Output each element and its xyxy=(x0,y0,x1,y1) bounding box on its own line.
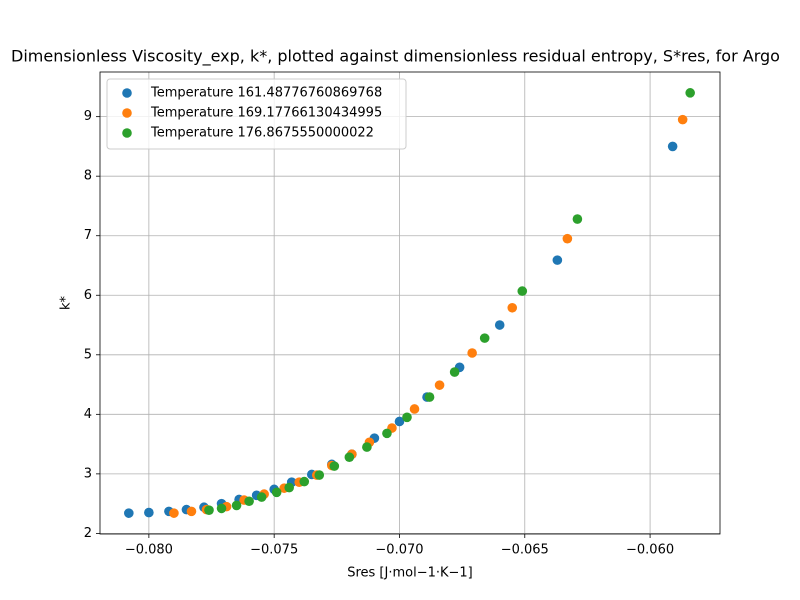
data-point xyxy=(552,255,563,265)
legend-marker xyxy=(122,128,132,138)
y-tick-label: 8 xyxy=(84,169,92,184)
plot-area xyxy=(124,88,695,518)
x-tick-label: −0.060 xyxy=(626,543,674,558)
data-point xyxy=(144,507,154,518)
legend-marker xyxy=(122,88,132,98)
y-tick-label: 5 xyxy=(84,347,92,362)
data-point xyxy=(231,500,242,511)
data-point xyxy=(204,505,214,515)
data-point xyxy=(284,482,295,493)
x-axis-label: Sres [J·mol−1·K−1] xyxy=(347,566,473,581)
data-point xyxy=(329,461,340,471)
data-point xyxy=(256,492,267,502)
data-point xyxy=(517,286,528,296)
data-point xyxy=(244,496,254,507)
legend: Temperature 161.48776760869768 Temperatur… xyxy=(106,78,407,150)
y-axis-label: k* xyxy=(59,295,74,310)
data-point xyxy=(572,214,583,224)
legend-label: Temperature 169.17766130434995 xyxy=(150,106,382,121)
data-point xyxy=(667,141,678,152)
data-point xyxy=(467,348,477,358)
legend-marker xyxy=(122,108,132,118)
data-point xyxy=(479,333,490,343)
y-tick-label: 2 xyxy=(84,526,92,541)
data-point xyxy=(271,487,282,498)
y-tick-label: 9 xyxy=(84,109,92,124)
data-point xyxy=(507,302,518,313)
chart-title: Dimensionless Viscosity_exp, k*, plotted… xyxy=(11,47,780,67)
y-tick-label: 6 xyxy=(84,288,92,303)
data-point xyxy=(677,114,688,125)
data-point xyxy=(494,320,505,330)
data-point xyxy=(685,88,695,98)
data-point xyxy=(562,233,573,244)
legend-label: Temperature 161.48776760869768 xyxy=(150,86,382,101)
data-point xyxy=(449,367,460,377)
data-point xyxy=(402,412,412,423)
x-tick-label: −0.065 xyxy=(501,543,549,558)
data-point xyxy=(362,442,372,452)
x-tick-label: −0.070 xyxy=(375,543,423,558)
legend-label: Temperature 176.8675550000022 xyxy=(150,126,374,141)
data-point xyxy=(409,404,420,414)
data-point xyxy=(434,380,445,390)
data-point xyxy=(424,392,435,402)
y-tick-label: 3 xyxy=(84,466,92,481)
x-tick-label: −0.080 xyxy=(125,543,173,558)
data-point xyxy=(394,416,405,427)
data-point xyxy=(169,508,179,518)
data-point xyxy=(216,503,227,514)
y-tick-label: 7 xyxy=(84,228,92,243)
data-point xyxy=(314,470,325,480)
data-point xyxy=(124,508,134,518)
data-point xyxy=(382,428,392,439)
data-point xyxy=(299,476,310,487)
data-point xyxy=(186,506,197,517)
legend-box xyxy=(106,78,407,150)
y-tick-label: 4 xyxy=(84,407,92,422)
x-tick-label: −0.075 xyxy=(250,543,298,558)
data-point xyxy=(344,452,355,462)
axes-frame xyxy=(99,71,721,535)
